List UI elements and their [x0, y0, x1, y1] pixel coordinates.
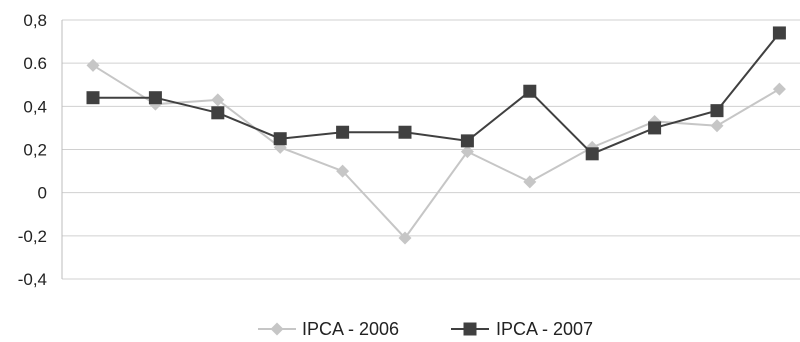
data-point [273, 132, 287, 146]
legend-marker [270, 322, 284, 336]
data-point [523, 84, 537, 98]
y-tick-label: 0,8 [23, 11, 47, 30]
legend-item: IPCA - 2006 [258, 319, 399, 339]
y-tick-label: -0,2 [18, 227, 47, 246]
data-point [86, 58, 100, 72]
data-point [460, 145, 474, 159]
legend-item: IPCA - 2007 [451, 319, 593, 339]
data-point [648, 121, 662, 135]
data-point [710, 104, 724, 118]
series-2 [86, 26, 786, 161]
data-point [772, 82, 786, 96]
plot-area [86, 26, 786, 245]
legend: IPCA - 2006 IPCA - 2007 [258, 319, 593, 339]
y-tick-label: 0,2 [23, 141, 47, 160]
y-tick-label: 0 [38, 184, 47, 203]
data-point [398, 231, 412, 245]
gridlines [61, 19, 800, 280]
series-line [93, 32, 781, 155]
y-tick-label: -0,4 [18, 270, 47, 289]
data-point [585, 147, 599, 161]
y-tick-label: 0,4 [23, 97, 47, 116]
data-point [336, 125, 350, 139]
legend-marker [463, 322, 477, 336]
data-point [86, 91, 100, 105]
series-1 [86, 58, 786, 245]
legend-label: IPCA - 2006 [302, 319, 399, 339]
data-point [398, 125, 412, 139]
data-point [523, 175, 537, 189]
data-point [460, 134, 474, 148]
data-point [772, 26, 786, 40]
data-point [710, 119, 724, 133]
legend-label: IPCA - 2007 [496, 319, 593, 339]
series-line [92, 64, 780, 240]
y-tick-label: 0.6 [23, 54, 47, 73]
data-point [211, 106, 225, 120]
data-point [148, 91, 162, 105]
data-point [336, 164, 350, 178]
y-axis-tick-labels: -0,4 -0,2 0 0,2 0,4 0.6 0,8 [18, 11, 47, 289]
data-point [211, 93, 225, 107]
